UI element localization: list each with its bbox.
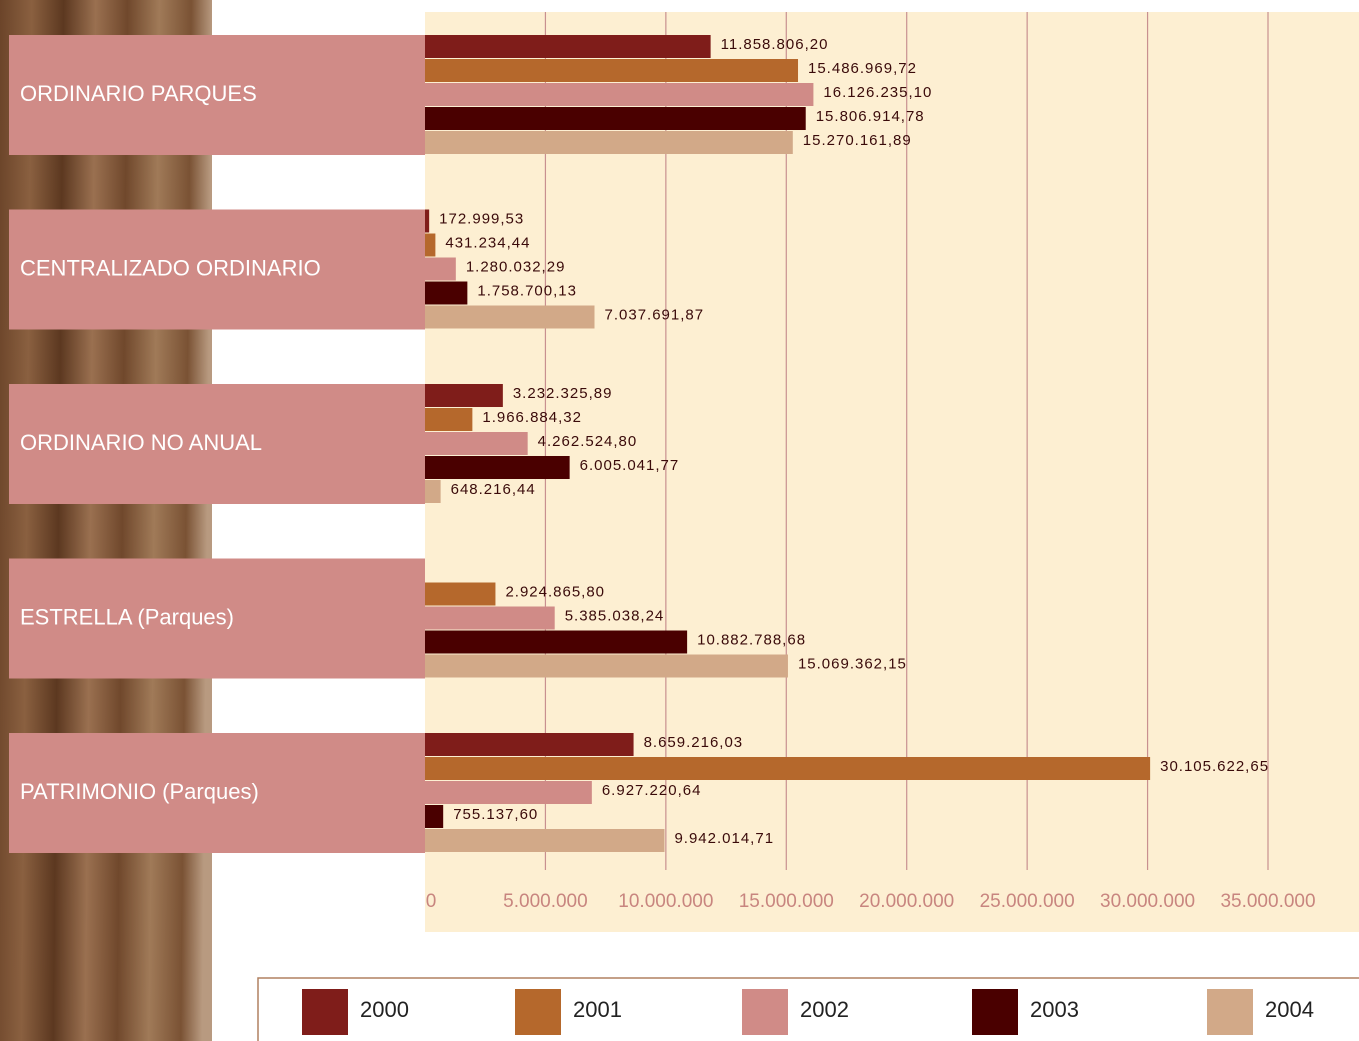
x-tick-label: 30.000.000: [1100, 891, 1195, 912]
data-label: 1.758.700,13: [477, 282, 577, 299]
bar: [425, 456, 570, 479]
bar: [425, 432, 528, 455]
bar: [425, 582, 496, 606]
category-label: CENTRALIZADO ORDINARIO: [20, 255, 321, 280]
x-tick-label: 20.000.000: [859, 891, 954, 912]
category-label: PATRIMONIO (Parques): [20, 779, 259, 804]
x-tick-label: 15.000.000: [739, 891, 834, 912]
bar: [425, 805, 444, 828]
legend-swatch: [515, 989, 561, 1035]
legend-swatch: [1207, 989, 1253, 1035]
data-label: 7.037.691,87: [605, 306, 705, 323]
legend-swatch: [742, 989, 788, 1035]
bar: [425, 654, 788, 678]
bar: [425, 606, 555, 630]
data-label: 16.126.235,10: [823, 84, 932, 101]
data-label: 15.270.161,89: [803, 132, 912, 149]
category-label: ESTRELLA (Parques): [20, 604, 234, 629]
data-label: 1.280.032,29: [466, 258, 566, 275]
data-label: 15.069.362,15: [798, 655, 907, 672]
data-label: 3.232.325,89: [513, 385, 613, 402]
data-label: 8.659.216,03: [644, 734, 744, 751]
category-label: ORDINARIO PARQUES: [20, 81, 257, 106]
bar: [425, 757, 1151, 780]
data-label: 11.858.806,20: [721, 36, 829, 53]
bar: [425, 829, 665, 852]
legend-swatch: [302, 989, 348, 1035]
x-tick-label: 10.000.000: [618, 891, 713, 912]
bar: [425, 733, 634, 756]
bar: [425, 281, 468, 305]
data-label: 9.942.014,71: [674, 830, 774, 847]
category-box: [9, 209, 425, 330]
category-box: [9, 558, 425, 679]
data-label: 30.105.622,65: [1160, 758, 1269, 775]
bar: [425, 107, 806, 130]
data-label: 1.966.884,32: [482, 409, 582, 426]
data-label: 6.005.041,77: [580, 457, 680, 474]
data-label: 2.924.865,80: [505, 583, 605, 600]
legend-swatch: [972, 989, 1018, 1035]
category-box: [9, 35, 425, 155]
wood-strip: [0, 0, 212, 1041]
bar: [425, 408, 473, 431]
bar: [425, 233, 436, 257]
bar: [425, 480, 441, 503]
legend-label: 2000: [360, 997, 409, 1022]
bar: [425, 305, 595, 329]
bar: [425, 59, 799, 82]
bar: [425, 630, 688, 654]
x-tick-label: 25.000.000: [980, 891, 1075, 912]
data-label: 755.137,60: [453, 806, 538, 823]
legend: [257, 977, 1359, 1041]
bar: [425, 384, 503, 407]
data-label: 648.216,44: [451, 481, 536, 498]
data-label: 431.234,44: [445, 234, 530, 251]
data-label: 15.486.969,72: [808, 60, 917, 77]
data-label: 5.385.038,24: [565, 607, 665, 624]
data-label: 6.927.220,64: [602, 782, 702, 799]
bar: [425, 131, 793, 154]
data-label: 4.262.524,80: [538, 433, 638, 450]
legend-label: 2001: [573, 997, 622, 1022]
legend-label: 2004: [1265, 997, 1314, 1022]
bar: [425, 209, 430, 233]
legend-label: 2003: [1030, 997, 1079, 1022]
bar: [425, 257, 456, 281]
legend-label: 2002: [800, 997, 849, 1022]
data-label: 10.882.788,68: [697, 631, 806, 648]
category-label: ORDINARIO NO ANUAL: [20, 430, 262, 455]
x-tick-label: 5.000.000: [503, 891, 588, 912]
data-label: 172.999,53: [439, 210, 524, 227]
bar: [425, 35, 711, 58]
bar: [425, 83, 814, 106]
data-label: 15.806.914,78: [816, 108, 925, 125]
x-tick-label: 35.000.000: [1220, 891, 1315, 912]
category-box: [9, 384, 425, 504]
category-box: [9, 733, 425, 853]
x-tick-label: 0: [426, 891, 437, 912]
bar: [425, 781, 592, 804]
